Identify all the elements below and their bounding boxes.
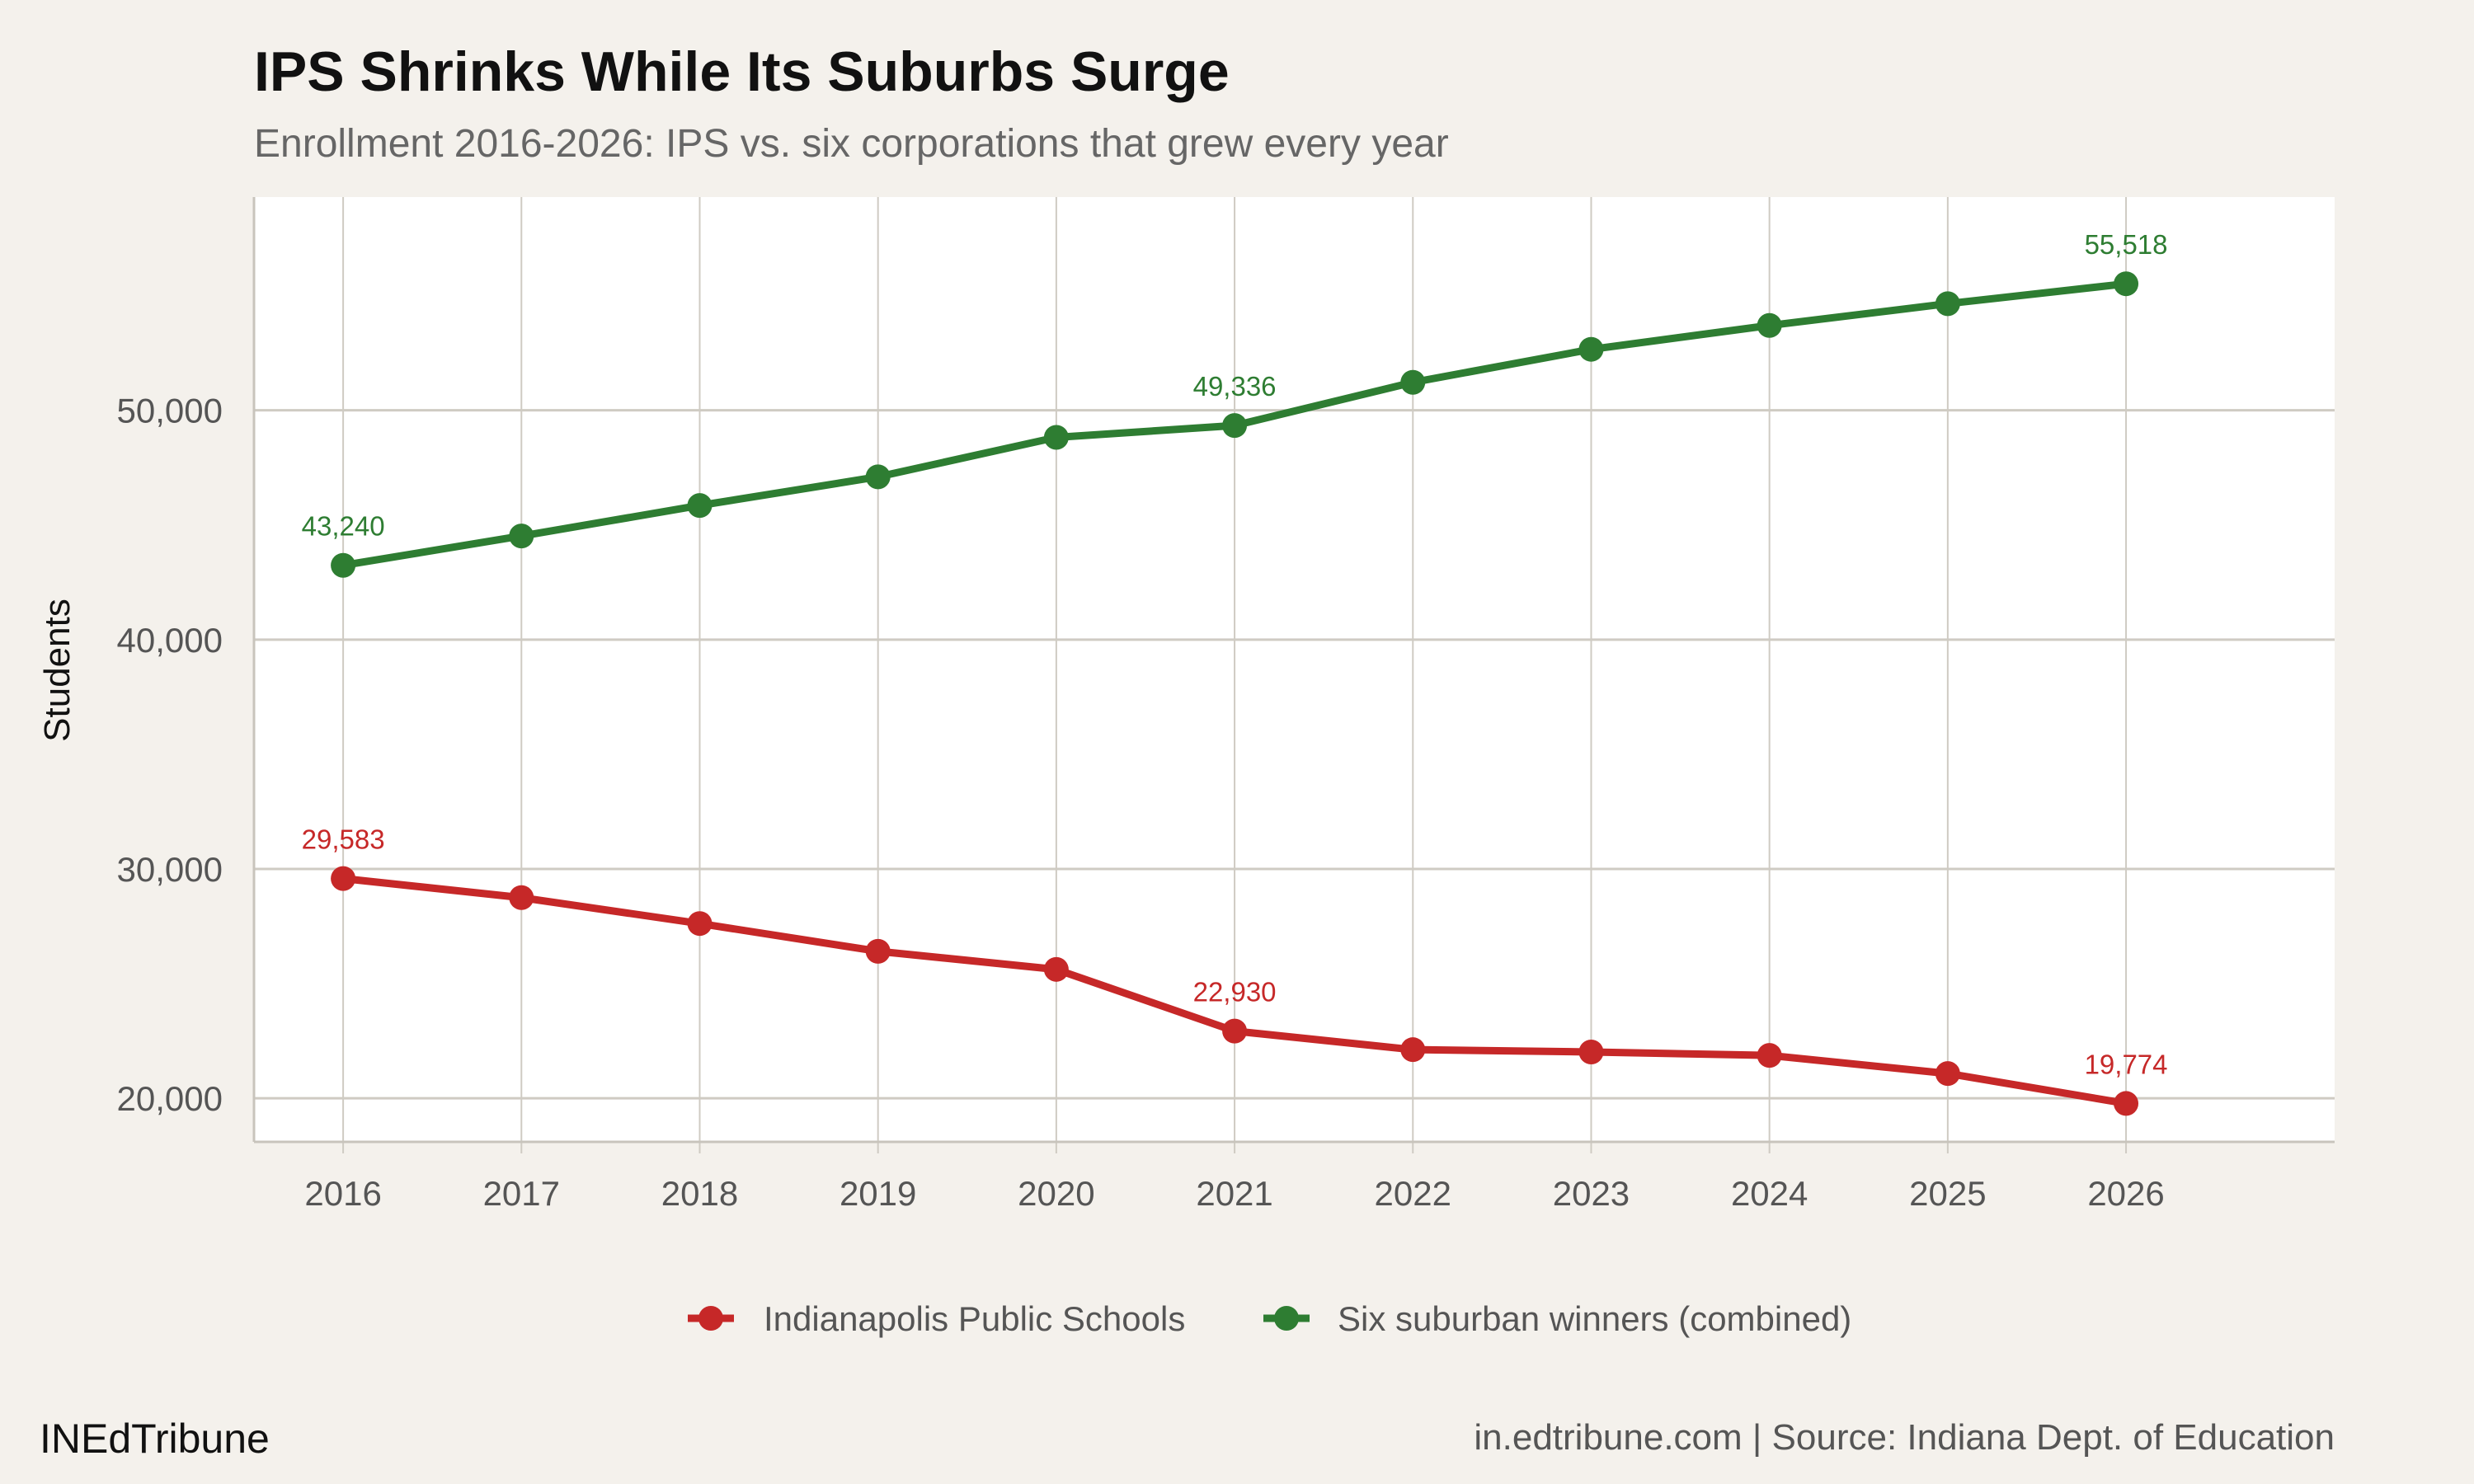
data-point: [1935, 291, 1960, 317]
data-label: 29,583: [302, 824, 385, 855]
data-label: 22,930: [1193, 977, 1277, 1007]
series-ips: 29,583 22,930 19,774: [302, 824, 2168, 1116]
x-tick-label: 2021: [1196, 1174, 1272, 1213]
x-tick-label: 2020: [1018, 1174, 1094, 1213]
legend-label-ips: Indianapolis Public Schools: [764, 1299, 1185, 1338]
plot-panel: [254, 197, 2335, 1142]
x-tick-label: 2017: [483, 1174, 560, 1213]
chart-title: IPS Shrinks While Its Suburbs Surge: [254, 40, 1230, 103]
legend-label-suburbs: Six suburban winners (combined): [1338, 1299, 1851, 1338]
x-tick-label: 2023: [1553, 1174, 1630, 1213]
data-point: [509, 524, 534, 549]
data-point: [865, 464, 891, 490]
chart-subtitle: Enrollment 2016-2026: IPS vs. six corpor…: [254, 122, 1449, 166]
y-tick-labels: 20,000 30,000 40,000 50,000: [117, 392, 223, 1118]
data-point: [1222, 413, 1248, 439]
x-tick-label: 2022: [1375, 1174, 1451, 1213]
data-label: 55,518: [2085, 229, 2168, 260]
data-point: [1043, 956, 1069, 982]
data-point: [1935, 1061, 1960, 1087]
data-point: [1400, 369, 1426, 395]
data-point: [509, 885, 534, 910]
series-suburbs: 43,240 49,336 55,518: [302, 229, 2168, 578]
data-point: [1757, 312, 1782, 338]
legend-marker-ips: [698, 1306, 723, 1331]
data-point: [331, 552, 356, 578]
x-tick-label: 2016: [304, 1174, 381, 1213]
data-point: [2114, 1091, 2139, 1116]
data-point: [865, 938, 891, 964]
data-label: 19,774: [2085, 1049, 2168, 1079]
legend-marker-suburbs: [1274, 1306, 1299, 1331]
y-tick-label: 30,000: [117, 850, 223, 889]
data-label: 49,336: [1193, 371, 1277, 402]
x-tick-label: 2019: [840, 1174, 916, 1213]
y-tick-label: 50,000: [117, 392, 223, 430]
data-point: [1757, 1043, 1782, 1068]
y-axis-title: Students: [37, 599, 78, 742]
legend-item-suburbs[interactable]: Six suburban winners (combined): [1263, 1299, 1851, 1338]
x-tick-label: 2026: [2087, 1174, 2164, 1213]
y-tick-label: 20,000: [117, 1079, 223, 1118]
data-point: [2114, 271, 2139, 297]
data-label: 43,240: [302, 511, 385, 542]
brand-name: INEdTribune: [40, 1416, 270, 1462]
x-tick-label: 2025: [1909, 1174, 1986, 1213]
data-point: [1222, 1018, 1248, 1044]
data-point: [687, 493, 713, 519]
x-tick-labels: 2016 2017 2018 2019 2020 2021 2022 2023 2024 2025…: [304, 1174, 2164, 1213]
legend-item-ips[interactable]: Indianapolis Public Schools: [688, 1299, 1185, 1338]
data-point: [1578, 1039, 1604, 1064]
data-point: [1578, 336, 1604, 362]
data-point: [1400, 1037, 1426, 1063]
source-caption: in.edtribune.com | Source: Indiana Dept.…: [1474, 1417, 2335, 1458]
legend: Indianapolis Public Schools Six suburban…: [688, 1299, 1851, 1338]
x-tick-label: 2018: [661, 1174, 738, 1213]
x-tick-label: 2024: [1731, 1174, 1808, 1213]
y-tick-label: 40,000: [117, 621, 223, 660]
data-point: [687, 911, 713, 937]
series-layer: 29,583 22,930 19,774 43,240 49,336 55,518: [302, 229, 2168, 1116]
data-point: [1043, 425, 1069, 450]
data-point: [331, 866, 356, 891]
